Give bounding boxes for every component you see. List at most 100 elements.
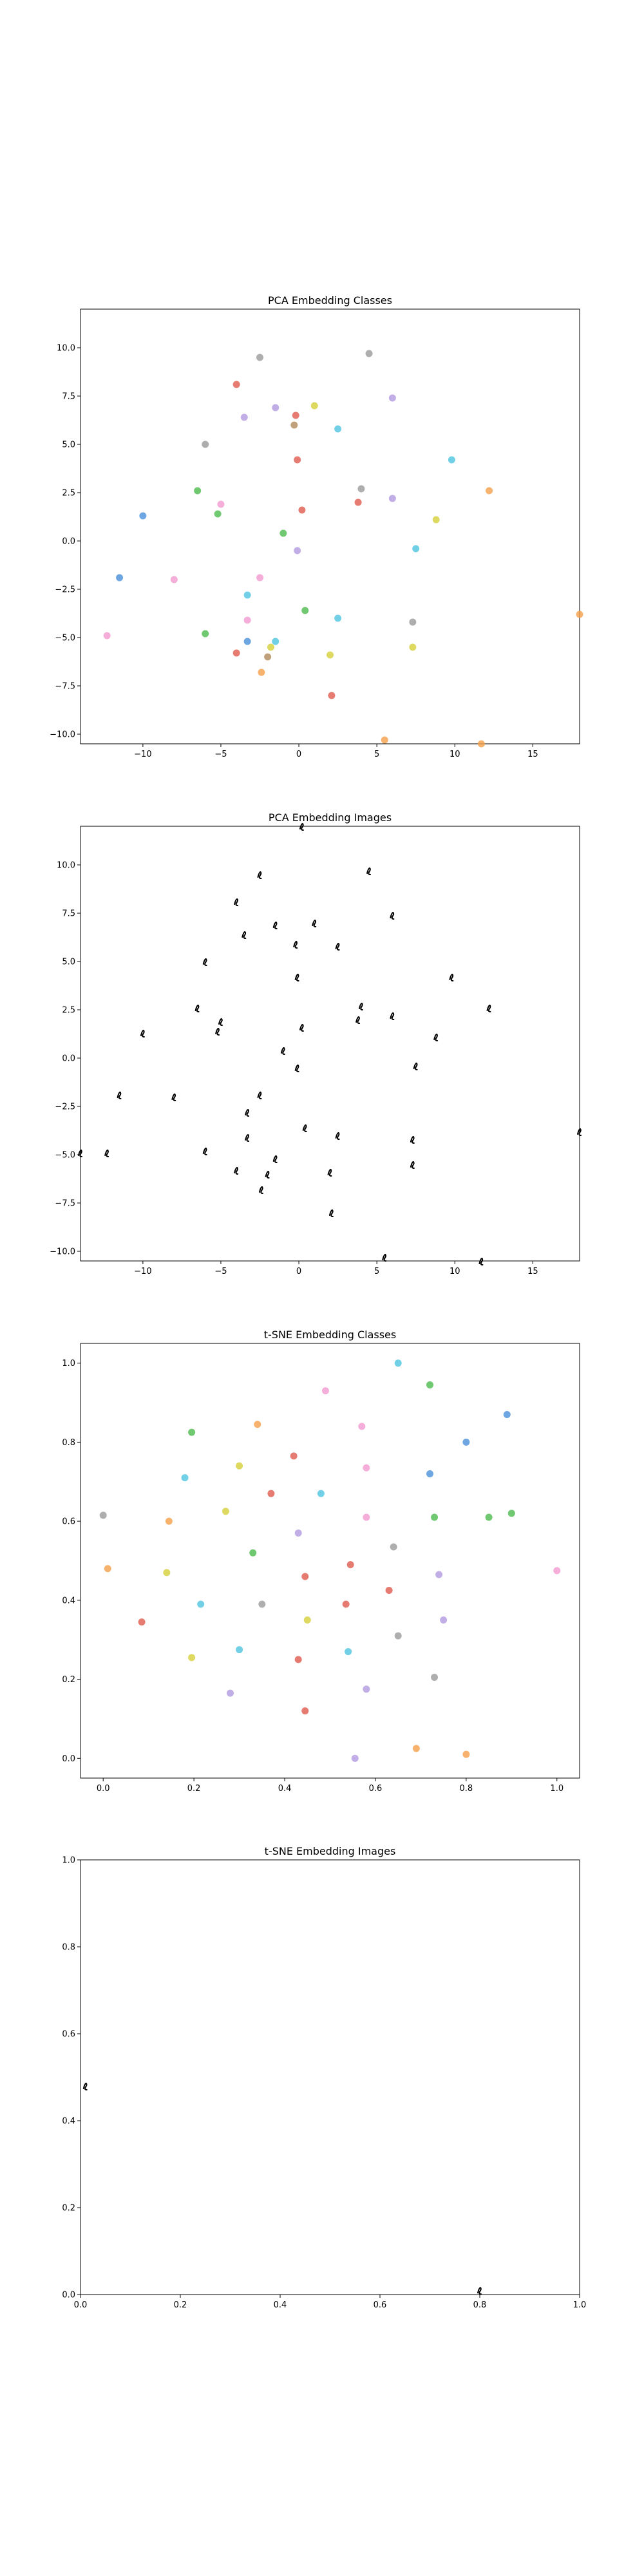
data-point xyxy=(202,440,209,448)
data-point xyxy=(358,1423,366,1430)
plot-area xyxy=(80,1343,580,1779)
y-tick-label: 0.6 xyxy=(62,1517,75,1527)
data-point xyxy=(279,529,287,537)
x-tick-label: 0.4 xyxy=(274,2300,287,2310)
chart-title: t-SNE Embedding Images xyxy=(265,1845,396,1857)
x-tick-label: 5 xyxy=(374,750,379,759)
y-tick-label: 0.2 xyxy=(62,1675,75,1685)
data-point xyxy=(301,1573,309,1580)
data-point xyxy=(448,456,455,464)
image-thumbnail xyxy=(477,2287,482,2295)
data-point xyxy=(462,1438,470,1446)
data-point xyxy=(138,1618,146,1626)
y-tick-label: 7.5 xyxy=(62,392,75,402)
image-thumbnail xyxy=(390,911,395,920)
data-point xyxy=(294,547,301,554)
data-point xyxy=(202,630,209,638)
data-point xyxy=(103,632,111,639)
y-tick-label: 1.0 xyxy=(62,1359,75,1368)
data-point xyxy=(363,1685,370,1693)
image-thumbnail xyxy=(335,1132,340,1140)
y-tick-label: 0.0 xyxy=(62,1054,75,1064)
chart-title: PCA Embedding Images xyxy=(269,811,392,824)
image-thumbnail xyxy=(293,940,298,949)
image-thumbnail xyxy=(433,1033,439,1041)
data-point xyxy=(290,1452,298,1460)
image-thumbnail xyxy=(104,1149,109,1157)
y-tick-label: −2.5 xyxy=(55,585,75,595)
image-thumbnail xyxy=(117,1091,122,1099)
data-point xyxy=(214,510,222,518)
data-point xyxy=(298,506,306,514)
image-thumbnail xyxy=(202,1147,207,1155)
y-axis-ticks: −10.0 −7.5 −5.0 −2.5 0.0 2.5 5.0 7.5 10.0 xyxy=(50,344,80,740)
plot-area xyxy=(80,308,580,744)
data-point xyxy=(303,1616,311,1624)
image-thumbnail xyxy=(358,1002,363,1010)
x-tick-label: −10 xyxy=(134,750,151,759)
x-tick-label: −5 xyxy=(214,750,227,759)
data-point xyxy=(553,1567,561,1575)
x-tick-label: −10 xyxy=(134,1267,151,1276)
image-thumbnail xyxy=(265,1170,270,1179)
data-point xyxy=(163,1569,171,1577)
data-point xyxy=(181,1474,189,1482)
data-point xyxy=(388,394,396,402)
image-thumbnail xyxy=(355,1016,361,1024)
data-point xyxy=(394,1632,402,1640)
image-thumbnail xyxy=(171,1093,176,1101)
x-tick-label: 0.6 xyxy=(369,1784,383,1794)
image-thumbnails xyxy=(82,2082,482,2295)
data-point xyxy=(170,576,178,583)
data-point xyxy=(412,1745,420,1752)
image-thumbnail xyxy=(257,1091,262,1099)
image-thumbnail xyxy=(299,822,304,831)
panel-pca-classes: PCA Embedding Classes −10 −5 0 5 10 15 −10.0−… xyxy=(50,294,583,759)
y-axis-ticks: −10.0 −7.5 −5.0 −2.5 0.0 2.5 5.0 7.5 10.0 xyxy=(50,861,80,1257)
y-tick-label: 2.5 xyxy=(62,1006,75,1016)
data-point xyxy=(390,1543,397,1551)
data-point xyxy=(351,1754,359,1762)
chart-title: t-SNE Embedding Classes xyxy=(264,1329,396,1341)
plot-area xyxy=(80,1859,580,2295)
data-point xyxy=(485,1513,493,1521)
data-point xyxy=(328,692,336,699)
data-point xyxy=(217,500,225,508)
y-tick-label: 10.0 xyxy=(57,861,75,871)
image-thumbnail xyxy=(294,973,299,981)
data-point xyxy=(243,616,251,624)
image-thumbnail xyxy=(577,1128,582,1136)
data-point xyxy=(503,1410,511,1418)
data-point xyxy=(104,1565,111,1573)
data-point xyxy=(365,350,373,357)
image-thumbnail xyxy=(335,942,340,951)
data-point xyxy=(381,736,388,744)
y-tick-label: 0.0 xyxy=(62,537,75,547)
image-thumbnail xyxy=(82,2082,88,2090)
data-point xyxy=(426,1470,433,1477)
image-thumbnail xyxy=(327,1168,332,1177)
x-tick-label: 1.0 xyxy=(573,2300,587,2310)
image-thumbnail xyxy=(272,1155,278,1163)
image-thumbnail xyxy=(258,1186,263,1194)
data-point xyxy=(240,413,248,421)
data-point xyxy=(256,354,264,361)
data-point xyxy=(426,1381,433,1388)
chart-title: PCA Embedding Classes xyxy=(268,294,392,307)
y-tick-label: −10.0 xyxy=(50,730,75,740)
x-tick-label: 0.0 xyxy=(74,2300,88,2310)
y-tick-label: 0.0 xyxy=(62,2291,75,2300)
data-point xyxy=(310,402,318,410)
image-thumbnail xyxy=(410,1135,415,1144)
image-thumbnail xyxy=(366,867,372,875)
data-point xyxy=(197,1600,205,1608)
x-tick-label: 0 xyxy=(296,1267,301,1276)
y-tick-label: −2.5 xyxy=(55,1103,75,1112)
image-thumbnail xyxy=(215,1027,220,1036)
data-point xyxy=(412,545,420,553)
data-point xyxy=(292,412,299,419)
y-tick-label: 0.8 xyxy=(62,1943,75,1953)
data-point xyxy=(290,421,298,429)
x-tick-label: 0.8 xyxy=(473,2300,487,2310)
data-point xyxy=(116,574,124,582)
